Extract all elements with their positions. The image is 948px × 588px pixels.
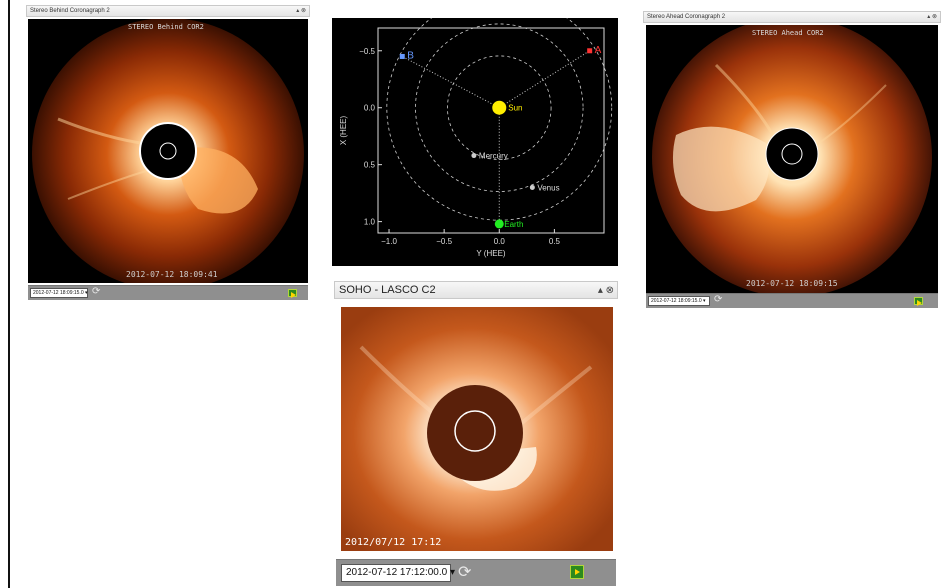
body-label: Mercury	[479, 152, 508, 161]
page-left-border	[8, 0, 10, 588]
stereo-ahead-window-controls[interactable]: ▴ ⊗	[927, 14, 937, 20]
plot-frame	[377, 27, 605, 234]
stereo-ahead-timestamp: 2012-07-12 18:09:15	[746, 279, 838, 288]
orbit-ring	[447, 55, 552, 160]
stereo-behind-refresh-icon[interactable]: ⟳	[92, 286, 101, 297]
body-marker	[471, 153, 477, 159]
stereo-behind-date-select[interactable]: 2012-07-12 18:09:15.0 ▾	[30, 288, 88, 298]
soho-lasco-header[interactable]: SOHO - LASCO C2 ▴ ⊗	[334, 281, 618, 299]
stereo-ahead-instrument-label: STEREO Ahead COR2	[752, 29, 824, 37]
soho-lasco-toolbar: 2012-07-12 17:12:00.0 ▾ ⟳	[336, 559, 616, 586]
stereo-behind-header[interactable]: Stereo Behind Coronagraph 2 ▴ ⊗	[26, 5, 310, 17]
stereo-ahead-toolbar: 2012-07-12 18:09:15.0 ▾ ⟳	[646, 293, 938, 308]
stereo-behind-window-controls[interactable]: ▴ ⊗	[296, 8, 306, 14]
stereo-ahead-date-select[interactable]: 2012-07-12 18:09:15.0 ▾	[648, 296, 710, 306]
stereo-ahead-date-value: 2012-07-12 18:09:15.0	[651, 298, 702, 304]
y-tick-label: 0.5	[364, 161, 376, 170]
stereo-ahead-header[interactable]: Stereo Ahead Coronagraph 2 ▴ ⊗	[643, 11, 941, 23]
stereo-ahead-title: Stereo Ahead Coronagraph 2	[647, 14, 726, 20]
y-axis-label: X (HEE)	[339, 116, 348, 146]
stereo-behind-timestamp: 2012-07-12 18:09:41	[126, 270, 218, 279]
y-tick-label: −0.5	[359, 47, 375, 56]
body-marker	[492, 100, 507, 115]
x-axis-label: Y (HEE)	[476, 249, 506, 258]
x-tick-label: 0.5	[549, 237, 561, 246]
body-label: Earth	[504, 220, 523, 229]
stereo-ahead-play-button[interactable]	[914, 297, 923, 306]
sun-spacecraft-line	[499, 50, 590, 109]
soho-lasco-image: 2012/07/12 17:12	[341, 307, 613, 551]
orbit-plot-svg: Sun Mercury Venus Earth B A −1.0 −0.5 0.0 0.5 −0.5…	[339, 18, 613, 258]
soho-lasco-date-value: 2012-07-12 17:12:00.0	[346, 567, 448, 578]
y-tick-label: 1.0	[364, 218, 376, 227]
stereo-ahead-refresh-icon[interactable]: ⟳	[714, 294, 723, 305]
soho-lasco-panel: SOHO - LASCO C2 ▴ ⊗ 2012/07/12 17:12 201…	[334, 281, 618, 586]
spacecraft-marker	[587, 48, 593, 54]
orbit-ring	[415, 23, 584, 192]
spacecraft-marker	[399, 53, 405, 59]
soho-lasco-window-controls[interactable]: ▴ ⊗	[597, 285, 614, 296]
body-label: Sun	[508, 104, 522, 113]
orbit-position-plot: Sun Mercury Venus Earth B A −1.0 −0.5 0.0 0.5 −0.5…	[332, 18, 618, 266]
x-tick-label: −0.5	[436, 237, 452, 246]
stereo-behind-title: Stereo Behind Coronagraph 2	[30, 8, 110, 14]
spacecraft-label: A	[595, 45, 602, 56]
soho-lasco-play-button[interactable]	[570, 565, 584, 579]
stereo-behind-instrument-label: STEREO Behind COR2	[128, 23, 204, 31]
soho-lasco-refresh-icon[interactable]: ⟳	[458, 564, 472, 581]
stereo-behind-image: STEREO Behind COR2 2012-07-12 18:09:41	[28, 19, 308, 283]
stereo-behind-date-value: 2012-07-12 18:09:15.0	[33, 290, 84, 296]
x-tick-label: 0.0	[494, 237, 506, 246]
stereo-behind-panel: Stereo Behind Coronagraph 2 ▴ ⊗ STEREO B…	[26, 5, 310, 301]
soho-lasco-date-select[interactable]: 2012-07-12 17:12:00.0 ▾	[341, 564, 455, 582]
stereo-ahead-image: STEREO Ahead COR2 2012-07-12 18:09:15	[646, 25, 938, 293]
body-marker	[529, 184, 535, 190]
sun-spacecraft-line	[402, 56, 500, 109]
body-label: Venus	[537, 183, 559, 192]
stereo-ahead-panel: Stereo Ahead Coronagraph 2 ▴ ⊗ STEREO Ah…	[643, 11, 941, 308]
spacecraft-label: B	[407, 50, 414, 61]
body-marker	[494, 219, 504, 229]
orbit-ring	[386, 18, 613, 221]
stereo-behind-toolbar: 2012-07-12 18:09:15.0 ▾ ⟳	[28, 285, 308, 300]
stereo-behind-play-button[interactable]	[288, 289, 297, 298]
soho-lasco-timestamp: 2012/07/12 17:12	[345, 537, 442, 548]
x-tick-label: −1.0	[381, 237, 397, 246]
soho-lasco-title: SOHO - LASCO C2	[339, 284, 436, 296]
y-tick-label: 0.0	[364, 104, 376, 113]
